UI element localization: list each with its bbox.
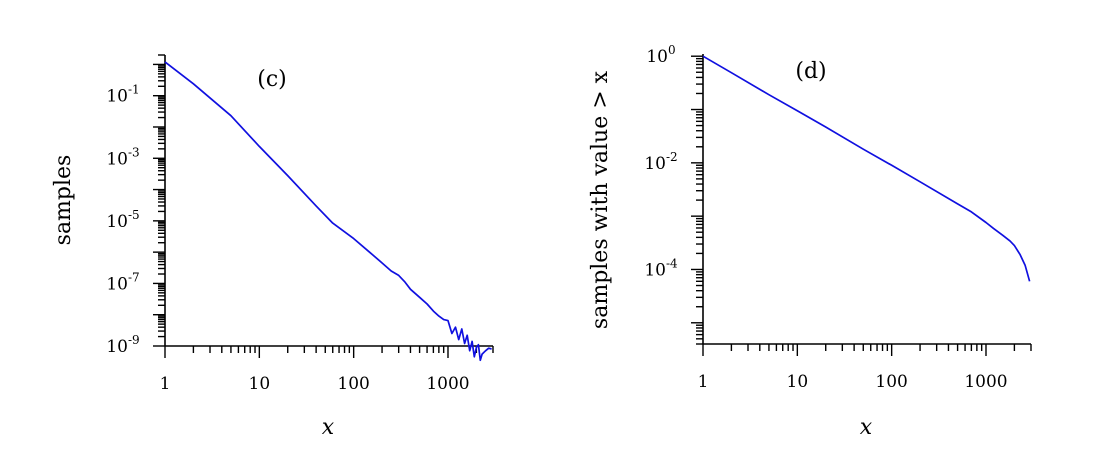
- x-tick-label: 10: [787, 372, 809, 392]
- y-axis-label: samples: [51, 155, 76, 246]
- series-line: [164, 61, 492, 362]
- y-tick-label: 10-1: [106, 83, 139, 107]
- x-axis-label: x: [860, 415, 873, 440]
- series-line: [702, 55, 1031, 282]
- y-tick-label: 10-5: [106, 208, 139, 232]
- y-tick-label: 100: [646, 43, 675, 67]
- y-tick-label: 10-3: [106, 145, 139, 169]
- x-tick-label: 1: [698, 372, 709, 392]
- y-tick-label: 10-2: [644, 150, 677, 174]
- x-tick-label: 100: [875, 372, 907, 392]
- x-tick-label: 100: [337, 374, 369, 394]
- x-tick-label: 1: [160, 374, 171, 394]
- y-axis-label: samples with value > x: [588, 70, 613, 329]
- x-axis-label: x: [322, 415, 335, 440]
- panel-label: (c): [257, 67, 287, 92]
- x-tick-label: 1000: [426, 374, 469, 394]
- y-tick-label: 10-7: [106, 270, 139, 294]
- panel-label: (d): [795, 59, 826, 84]
- y-tick-label: 10-9: [106, 333, 139, 357]
- x-tick-label: 10: [249, 374, 271, 394]
- x-tick-label: 1000: [964, 372, 1007, 392]
- panel-c: (c) x samples 1 10 100 1000 10-1 10-3 10-5 10-7…: [51, 54, 494, 440]
- y-tick-label: 10-4: [644, 256, 678, 280]
- panel-d: (d) x samples with value > x 1 10 100 1000 1…: [588, 43, 1032, 440]
